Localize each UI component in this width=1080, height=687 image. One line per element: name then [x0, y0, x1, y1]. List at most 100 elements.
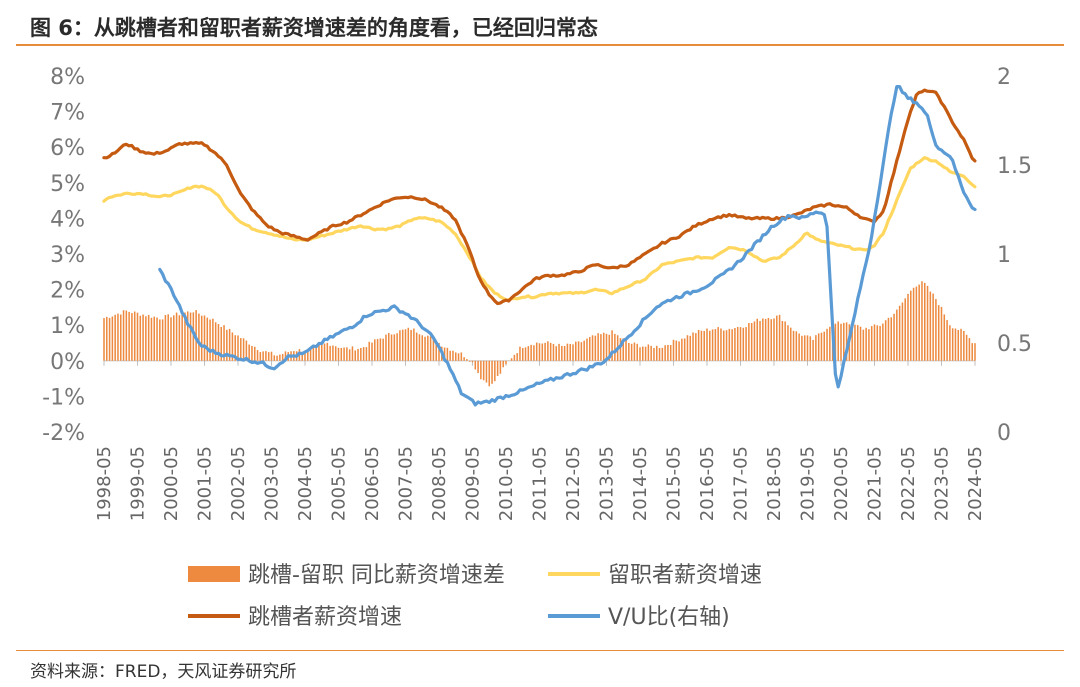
gap-bar — [714, 329, 717, 361]
gap-bar — [242, 338, 245, 361]
gap-bar — [114, 314, 116, 361]
gap-bar — [957, 330, 960, 361]
x-tick: 2014-05 — [630, 446, 651, 521]
gap-bar — [926, 285, 929, 361]
gap-bar — [678, 341, 680, 361]
gap-bar — [106, 316, 108, 361]
gap-bar — [801, 335, 803, 361]
gap-bar — [901, 302, 904, 361]
gap-bar — [471, 360, 474, 363]
gap-bar — [555, 346, 558, 361]
y-left-tick: 8% — [50, 65, 85, 90]
gap-bar — [245, 340, 248, 361]
gap-bar — [722, 330, 725, 361]
gap-bar — [117, 313, 119, 361]
switcher-wage-line — [102, 88, 977, 306]
gap-bar — [480, 360, 482, 380]
legend-gap-swatch — [188, 566, 240, 582]
gap-bar — [111, 316, 114, 361]
gap-bar — [119, 314, 122, 361]
gap-bar — [454, 352, 457, 361]
gap-bar — [153, 316, 156, 361]
gap-bar — [186, 311, 189, 361]
gap-bar — [510, 358, 513, 361]
gap-bar — [189, 312, 192, 361]
gap-bar — [932, 293, 934, 361]
gap-bar — [759, 320, 761, 361]
gap-bar — [683, 338, 686, 361]
gap-bar — [446, 347, 449, 361]
gap-bar — [728, 328, 731, 361]
gap-bar — [390, 334, 393, 361]
gap-bar — [474, 360, 477, 370]
gap-bar — [128, 311, 130, 361]
gap-bar — [131, 313, 133, 361]
gap-bar — [175, 312, 178, 361]
gap-bar — [181, 313, 183, 361]
gap-bar — [482, 360, 485, 381]
gap-bar — [923, 282, 926, 361]
gap-bar — [862, 329, 865, 361]
gap-bar — [711, 329, 714, 361]
gap-bar — [147, 314, 150, 361]
gap-bar — [706, 328, 708, 361]
gap-bar — [912, 287, 915, 361]
gap-bar — [968, 338, 971, 361]
gap-bar — [329, 345, 331, 361]
gap-bar — [921, 281, 923, 361]
gap-bar — [873, 324, 876, 361]
gap-bar — [787, 325, 789, 361]
gap-bar — [326, 342, 329, 361]
gap-bar — [829, 326, 831, 361]
y-left-tick: 7% — [50, 101, 85, 126]
gap-bar — [583, 340, 585, 361]
gap-bar — [963, 330, 965, 361]
gap-bar — [865, 327, 867, 361]
gap-bar — [949, 325, 951, 361]
gap-bar — [452, 350, 454, 361]
gap-bar — [170, 317, 172, 361]
gap-bar — [845, 322, 848, 361]
gap-bar — [767, 317, 770, 361]
gap-bar — [639, 347, 641, 361]
gap-bar — [879, 325, 881, 361]
gap-bar — [650, 345, 652, 361]
x-tick: 2009-05 — [463, 446, 484, 521]
gap-bar — [943, 314, 946, 361]
legend-stayer-label: 留职者薪资增速 — [608, 563, 762, 588]
gap-bar — [256, 350, 259, 361]
gap-bar — [488, 360, 491, 387]
x-tick: 2021-05 — [865, 446, 886, 521]
gap-bar — [893, 313, 895, 361]
gap-bar — [935, 299, 937, 361]
gap-bar — [792, 330, 795, 361]
gap-bar — [633, 342, 636, 361]
gap-bar — [206, 317, 209, 361]
x-tick: 2015-05 — [664, 446, 685, 521]
gap-bar — [602, 332, 605, 361]
gap-bar — [868, 329, 870, 361]
gap-bar — [594, 335, 597, 361]
gap-bar — [572, 344, 574, 361]
gap-bar — [496, 360, 499, 376]
gap-bar — [655, 345, 658, 361]
gap-bar — [700, 330, 703, 361]
gap-bar — [703, 330, 705, 361]
gap-bar — [348, 349, 351, 361]
gap-bar — [159, 319, 161, 361]
gap-bar — [270, 351, 273, 361]
gap-bar — [357, 348, 359, 361]
gap-bar — [346, 347, 348, 361]
gap-bar — [731, 329, 733, 361]
x-tick: 2018-05 — [764, 446, 785, 521]
gap-bar — [904, 298, 906, 361]
gap-bar — [192, 312, 195, 361]
gap-bar — [443, 347, 446, 361]
gap-bar — [460, 352, 463, 361]
gap-bar — [870, 326, 873, 361]
x-tick: 2002-05 — [228, 446, 249, 521]
y-left-tick: 4% — [50, 207, 85, 232]
gap-bar — [834, 323, 837, 361]
x-tick: 2001-05 — [195, 446, 216, 521]
